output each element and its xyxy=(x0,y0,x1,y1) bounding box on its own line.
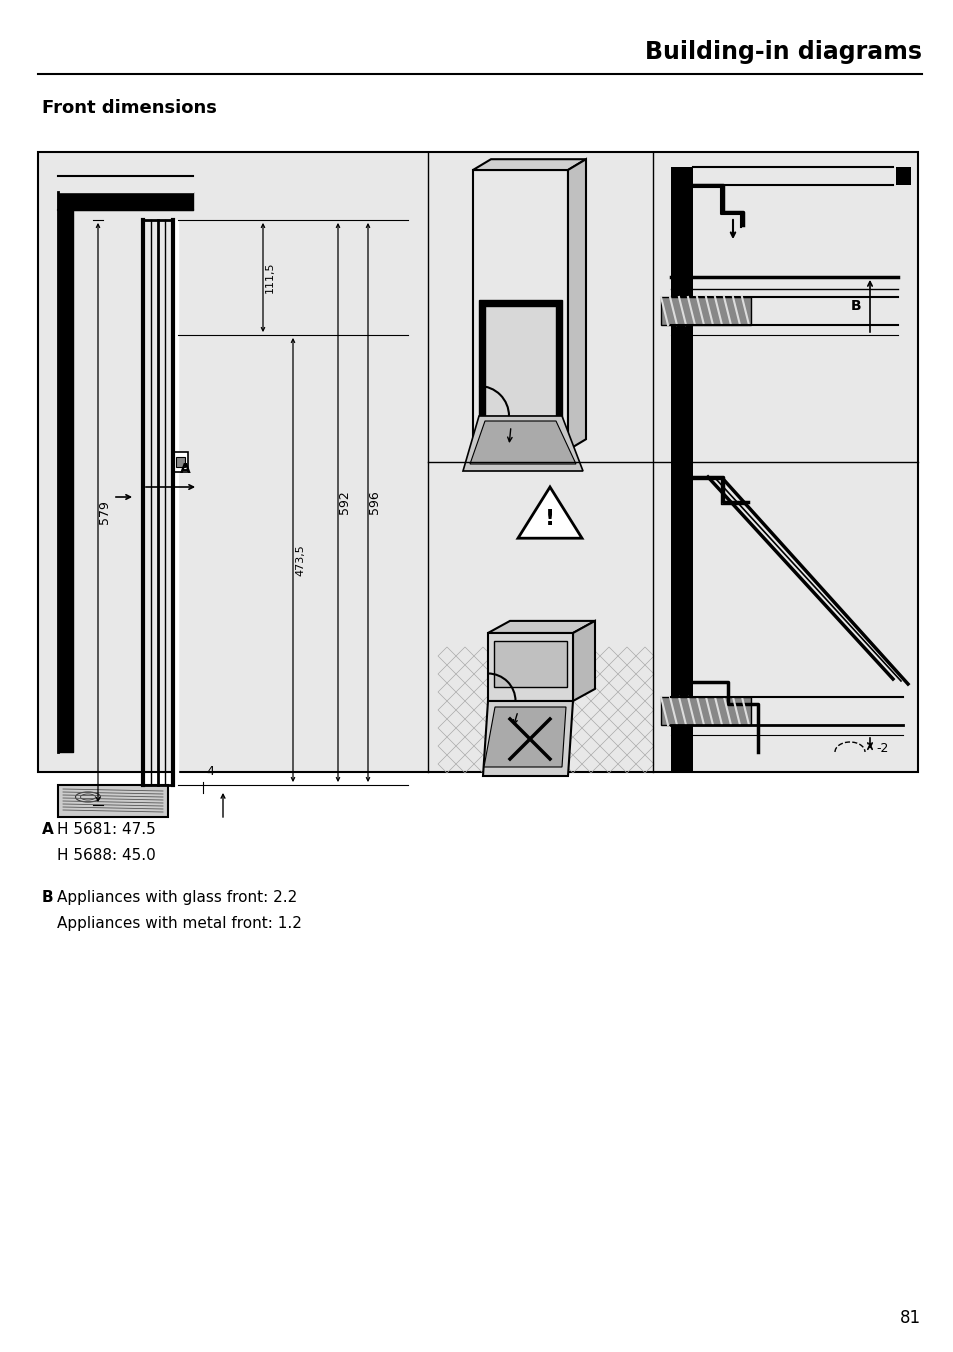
Polygon shape xyxy=(573,621,595,700)
Bar xyxy=(484,306,556,416)
Bar xyxy=(473,170,567,450)
Bar xyxy=(660,297,750,324)
Bar xyxy=(478,300,561,430)
Bar xyxy=(175,457,185,466)
Bar xyxy=(670,462,692,772)
Bar xyxy=(670,168,692,462)
Text: 81: 81 xyxy=(899,1309,920,1328)
Bar xyxy=(38,151,917,772)
Bar xyxy=(480,450,559,462)
Bar xyxy=(58,786,168,817)
Text: H 5688: 45.0: H 5688: 45.0 xyxy=(57,848,155,863)
Text: Appliances with glass front: 2.2: Appliances with glass front: 2.2 xyxy=(57,890,297,904)
Polygon shape xyxy=(473,160,585,170)
Text: H 5681: 47.5: H 5681: 47.5 xyxy=(57,822,155,837)
Bar xyxy=(692,168,895,185)
Text: 4: 4 xyxy=(206,765,213,777)
Text: 579: 579 xyxy=(98,500,112,525)
Bar xyxy=(480,462,559,468)
Bar xyxy=(173,452,188,472)
Text: A: A xyxy=(42,822,53,837)
Text: 111,5: 111,5 xyxy=(265,262,274,293)
Bar xyxy=(494,641,566,687)
Text: B: B xyxy=(850,299,861,314)
Text: 596: 596 xyxy=(368,491,381,514)
Text: -2: -2 xyxy=(875,742,887,754)
Polygon shape xyxy=(483,707,565,767)
Text: A: A xyxy=(179,462,191,476)
Text: B: B xyxy=(42,890,53,904)
Text: 473,5: 473,5 xyxy=(294,544,305,576)
Text: 592: 592 xyxy=(338,491,351,514)
Bar xyxy=(670,168,910,185)
Text: Appliances with metal front: 1.2: Appliances with metal front: 1.2 xyxy=(57,917,301,932)
Polygon shape xyxy=(462,416,582,470)
Bar xyxy=(488,633,573,700)
Bar xyxy=(660,698,750,725)
Polygon shape xyxy=(567,160,585,450)
Text: !: ! xyxy=(544,508,555,529)
Text: Front dimensions: Front dimensions xyxy=(42,99,216,118)
Polygon shape xyxy=(517,487,581,538)
Polygon shape xyxy=(482,700,573,776)
Text: Building-in diagrams: Building-in diagrams xyxy=(644,41,921,64)
Polygon shape xyxy=(470,420,576,464)
Polygon shape xyxy=(488,621,595,633)
